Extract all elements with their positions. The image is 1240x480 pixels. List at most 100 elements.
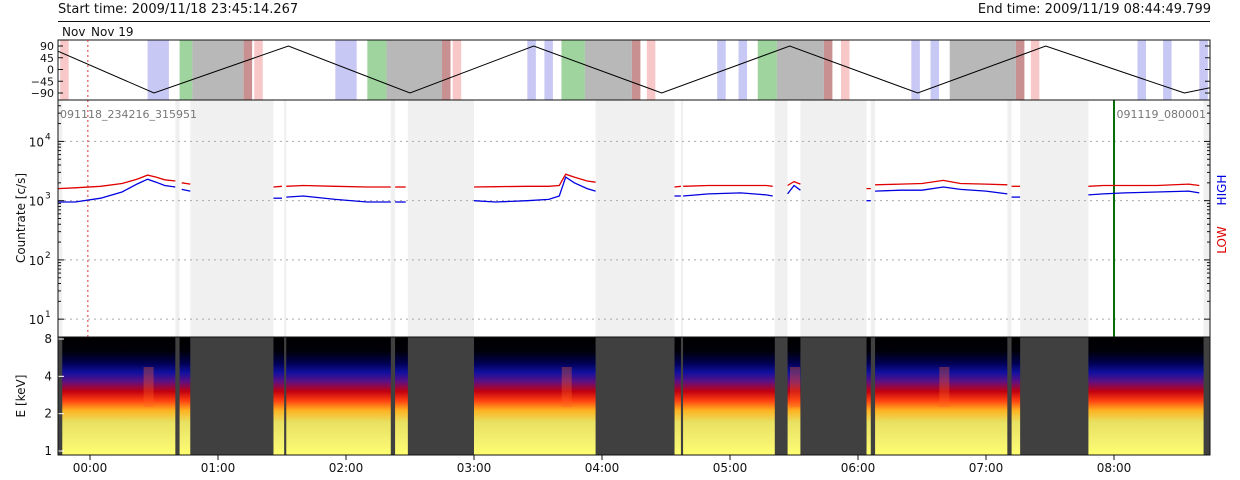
attitude-band-3 xyxy=(192,40,244,100)
attitude-ytick-label-0: 90 xyxy=(40,40,54,53)
series-high-segment-12 xyxy=(1088,190,1200,196)
countrate-gap-3 xyxy=(284,100,287,337)
time-tick-label-8: 08:00 xyxy=(1097,461,1132,475)
attitude-band-17 xyxy=(717,40,726,100)
attitude-band-15 xyxy=(631,40,641,100)
time-tick-label-4: 04:00 xyxy=(585,461,620,475)
attitude-band-22 xyxy=(840,40,850,100)
series-low-segment-7 xyxy=(683,184,773,187)
series-high-segment-1 xyxy=(181,188,191,192)
countrate-ytick-exponent-3: 4 xyxy=(45,132,51,142)
spectrogram-gap-5 xyxy=(407,337,474,455)
attitude-ytick-label-3: −45 xyxy=(31,75,54,88)
series-high-segment-10 xyxy=(875,186,1008,195)
attitude-band-11 xyxy=(527,40,536,100)
attitude-band-18 xyxy=(738,40,748,100)
countrate-gap-2 xyxy=(190,100,274,337)
countrate-grid xyxy=(58,140,1210,320)
attitude-zigzag-line xyxy=(58,45,1210,94)
spectrogram-gap-7 xyxy=(680,337,684,455)
attitude-band-27 xyxy=(1030,40,1040,100)
spectrogram-ytick-label-2: 4 xyxy=(44,369,52,383)
countrate-ytick-base-2: 10 xyxy=(29,195,44,209)
attitude-band-2 xyxy=(179,40,193,100)
spectrogram-gap-1 xyxy=(175,337,180,455)
attitude-band-0 xyxy=(60,40,69,100)
end-time-label: End time: 2009/11/19 08:44:49.799 xyxy=(977,2,1211,17)
time-axis: 00:00 01:00 02:00 03:00 04:00 05:00 06:00 07:00… xyxy=(73,455,1132,475)
spectrogram-panel: 1 2 4 8 E [keV] 00:00 01:00 02:00 03:00 04:00 05… xyxy=(14,332,1211,475)
spectrogram-gap-6 xyxy=(595,337,675,455)
attitude-band-13 xyxy=(561,40,585,100)
attitude-band-14 xyxy=(584,40,632,100)
spectrogram-peak-3 xyxy=(939,367,950,407)
attitude-band-29 xyxy=(1163,40,1172,100)
spectrogram-peak-2 xyxy=(790,367,800,407)
countrate-ytick-base-1: 10 xyxy=(29,254,44,268)
attitude-band-23 xyxy=(911,40,920,100)
series-high-segment-7 xyxy=(683,192,773,197)
attitude-band-21 xyxy=(823,40,833,100)
series-high-segment-0 xyxy=(58,178,176,203)
attitude-ytick-label-1: 45 xyxy=(40,52,54,65)
spectrogram-gaps xyxy=(58,337,1210,455)
countrate-ytick-exponent-0: 1 xyxy=(45,310,51,320)
series-low-segment-8 xyxy=(787,180,801,187)
attitude-band-20 xyxy=(776,40,824,100)
countrate-gap-10 xyxy=(870,100,876,337)
countrate-gaps xyxy=(58,100,1210,337)
countrate-gap-1 xyxy=(175,100,180,337)
spectrogram-gap-0 xyxy=(58,337,63,455)
low-channel-label: LOW xyxy=(1215,226,1229,254)
attitude-band-4 xyxy=(243,40,253,100)
spectrogram-gap-8 xyxy=(774,337,788,455)
time-tick-label-6: 06:00 xyxy=(841,461,876,475)
attitude-band-5 xyxy=(254,40,263,100)
file-id-right: 091119_080001 xyxy=(1117,108,1206,121)
spectrogram-gap-10 xyxy=(870,337,876,455)
series-low-segment-3 xyxy=(286,184,391,188)
date-label-start: Nov xyxy=(62,25,85,39)
countrate-gap-6 xyxy=(595,100,675,337)
attitude-band-9 xyxy=(442,40,451,100)
attitude-band-24 xyxy=(930,40,940,100)
attitude-band-6 xyxy=(335,40,357,100)
header-rule xyxy=(58,21,1210,22)
spectrogram-peaks xyxy=(143,367,950,407)
time-tick-label-5: 05:00 xyxy=(713,461,748,475)
spectrogram-gap-12 xyxy=(1020,337,1089,455)
spectrogram-gap-9 xyxy=(800,337,867,455)
attitude-band-12 xyxy=(544,40,553,100)
attitude-band-1 xyxy=(147,40,169,100)
attitude-band-25 xyxy=(949,40,1016,100)
spectrogram-peak-0 xyxy=(143,367,154,407)
series-low-segment-10 xyxy=(875,179,1008,186)
spectrogram-y-ticks: 1 2 4 8 xyxy=(44,332,64,458)
attitude-band-7 xyxy=(367,40,387,100)
attitude-band-8 xyxy=(386,40,442,100)
series-low-segment-5 xyxy=(473,173,596,188)
countrate-gap-8 xyxy=(774,100,788,337)
series-low-segment-6 xyxy=(674,185,681,188)
attitude-ytick-label-2: 0 xyxy=(47,64,54,77)
countrate-ytick-base-3: 10 xyxy=(29,135,44,149)
spectrogram-ytick-label-3: 8 xyxy=(44,332,52,346)
attitude-bands xyxy=(60,40,1208,100)
start-time-label: Start time: 2009/11/18 23:45:14.267 xyxy=(58,2,299,17)
spectrogram-frame xyxy=(57,336,1211,456)
series-low-segment-12 xyxy=(1088,183,1200,187)
countrate-ytick-base-0: 10 xyxy=(29,313,44,327)
countrate-gap-5 xyxy=(407,100,474,337)
spectrogram-gap-13 xyxy=(1203,337,1210,455)
series-low-segment-1 xyxy=(181,182,191,185)
series-high-segment-8 xyxy=(787,184,801,195)
attitude-band-26 xyxy=(1015,40,1025,100)
series-low-segment-0 xyxy=(58,174,176,190)
series-high-segment-3 xyxy=(286,195,391,203)
countrate-ytick-exponent-2: 3 xyxy=(45,192,51,202)
attitude-band-30 xyxy=(1199,40,1208,100)
